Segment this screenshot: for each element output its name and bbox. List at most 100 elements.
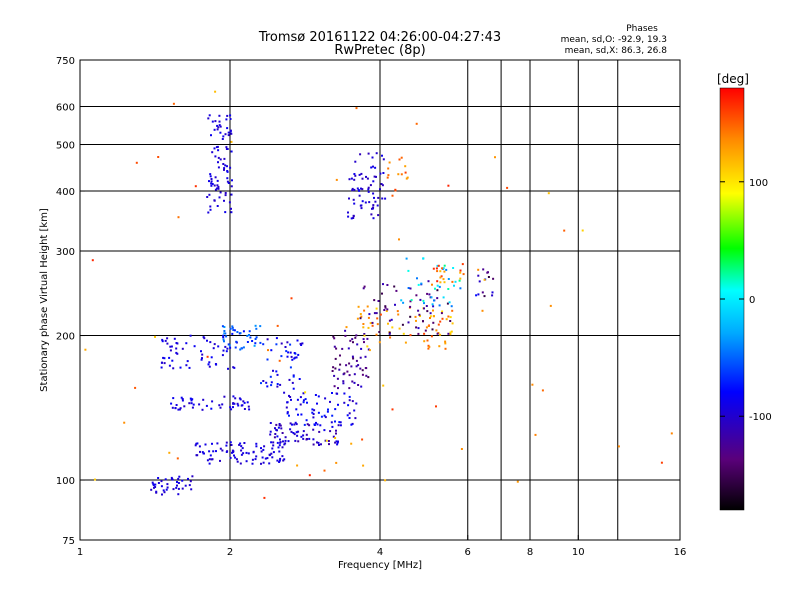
data-point xyxy=(226,180,229,183)
data-point xyxy=(439,333,442,336)
data-point xyxy=(331,425,334,428)
data-point xyxy=(222,336,225,339)
data-point xyxy=(234,456,237,459)
data-point xyxy=(276,441,279,444)
data-point xyxy=(254,338,257,340)
x-axis-label: Frequency [MHz] xyxy=(338,560,422,571)
data-point xyxy=(370,213,373,216)
data-point xyxy=(338,368,341,371)
data-point xyxy=(417,309,420,312)
data-point xyxy=(181,399,184,402)
data-point xyxy=(406,176,409,179)
data-point xyxy=(211,442,213,445)
data-point xyxy=(290,430,293,433)
data-point xyxy=(390,318,393,321)
data-point xyxy=(333,385,336,388)
data-point xyxy=(291,358,294,361)
data-point xyxy=(280,355,283,358)
data-point xyxy=(286,411,289,414)
data-point xyxy=(415,326,418,329)
data-point xyxy=(362,287,365,290)
data-point xyxy=(240,453,243,456)
data-point xyxy=(334,437,337,439)
data-point xyxy=(166,483,169,486)
data-point xyxy=(198,403,201,406)
data-point xyxy=(359,317,362,320)
data-point xyxy=(226,165,228,168)
data-point xyxy=(353,409,356,412)
data-point xyxy=(236,331,239,333)
data-point xyxy=(176,484,178,487)
data-point xyxy=(179,407,182,410)
data-point xyxy=(361,369,364,372)
data-point xyxy=(170,402,173,405)
data-point xyxy=(286,355,289,358)
data-point xyxy=(226,148,229,150)
data-point xyxy=(188,402,191,405)
data-point xyxy=(430,296,433,299)
data-point xyxy=(384,306,387,309)
data-point xyxy=(382,384,385,387)
data-point xyxy=(436,270,439,273)
data-point xyxy=(359,153,362,156)
data-point xyxy=(541,389,544,392)
data-point xyxy=(184,484,187,487)
data-point xyxy=(224,192,227,194)
data-point xyxy=(269,430,272,433)
data-point xyxy=(393,285,396,288)
data-point xyxy=(351,355,354,358)
data-point xyxy=(375,175,377,178)
data-point xyxy=(422,299,425,302)
data-point xyxy=(335,392,338,395)
data-point xyxy=(151,481,154,484)
data-point xyxy=(248,334,250,336)
data-point xyxy=(428,293,431,296)
data-point xyxy=(289,422,292,425)
data-point xyxy=(306,401,308,404)
data-point xyxy=(284,346,287,348)
data-point xyxy=(312,443,315,446)
data-point xyxy=(423,302,425,305)
data-point xyxy=(223,340,225,343)
data-point xyxy=(295,356,298,359)
data-point xyxy=(280,427,283,430)
data-point xyxy=(352,341,354,344)
data-point xyxy=(384,305,387,308)
data-point xyxy=(233,454,235,457)
data-point xyxy=(372,206,375,209)
data-point xyxy=(391,408,394,411)
data-point xyxy=(337,387,339,390)
data-point xyxy=(270,452,273,455)
data-point xyxy=(260,447,262,450)
data-point xyxy=(221,449,224,452)
data-point xyxy=(276,459,279,462)
data-point xyxy=(134,386,137,389)
data-point xyxy=(172,397,175,400)
data-point xyxy=(190,488,193,491)
data-point xyxy=(192,403,195,406)
data-point xyxy=(269,422,272,424)
data-point xyxy=(516,480,519,483)
data-point xyxy=(266,338,269,341)
data-point xyxy=(302,434,305,437)
data-point xyxy=(372,165,374,168)
data-point xyxy=(218,120,221,123)
data-point xyxy=(278,450,281,453)
data-point xyxy=(181,398,184,400)
data-point xyxy=(217,156,220,159)
data-point xyxy=(201,357,203,360)
data-point xyxy=(275,370,278,373)
data-point xyxy=(242,330,245,333)
data-point xyxy=(224,194,227,197)
data-point xyxy=(297,413,299,416)
data-point xyxy=(252,451,255,454)
data-point xyxy=(239,398,242,401)
data-point xyxy=(337,403,339,406)
data-point xyxy=(445,268,448,271)
data-point xyxy=(276,435,279,438)
data-point xyxy=(172,488,175,491)
data-point xyxy=(189,334,192,337)
data-point xyxy=(365,374,368,377)
data-point xyxy=(351,338,354,341)
data-point xyxy=(229,456,232,459)
